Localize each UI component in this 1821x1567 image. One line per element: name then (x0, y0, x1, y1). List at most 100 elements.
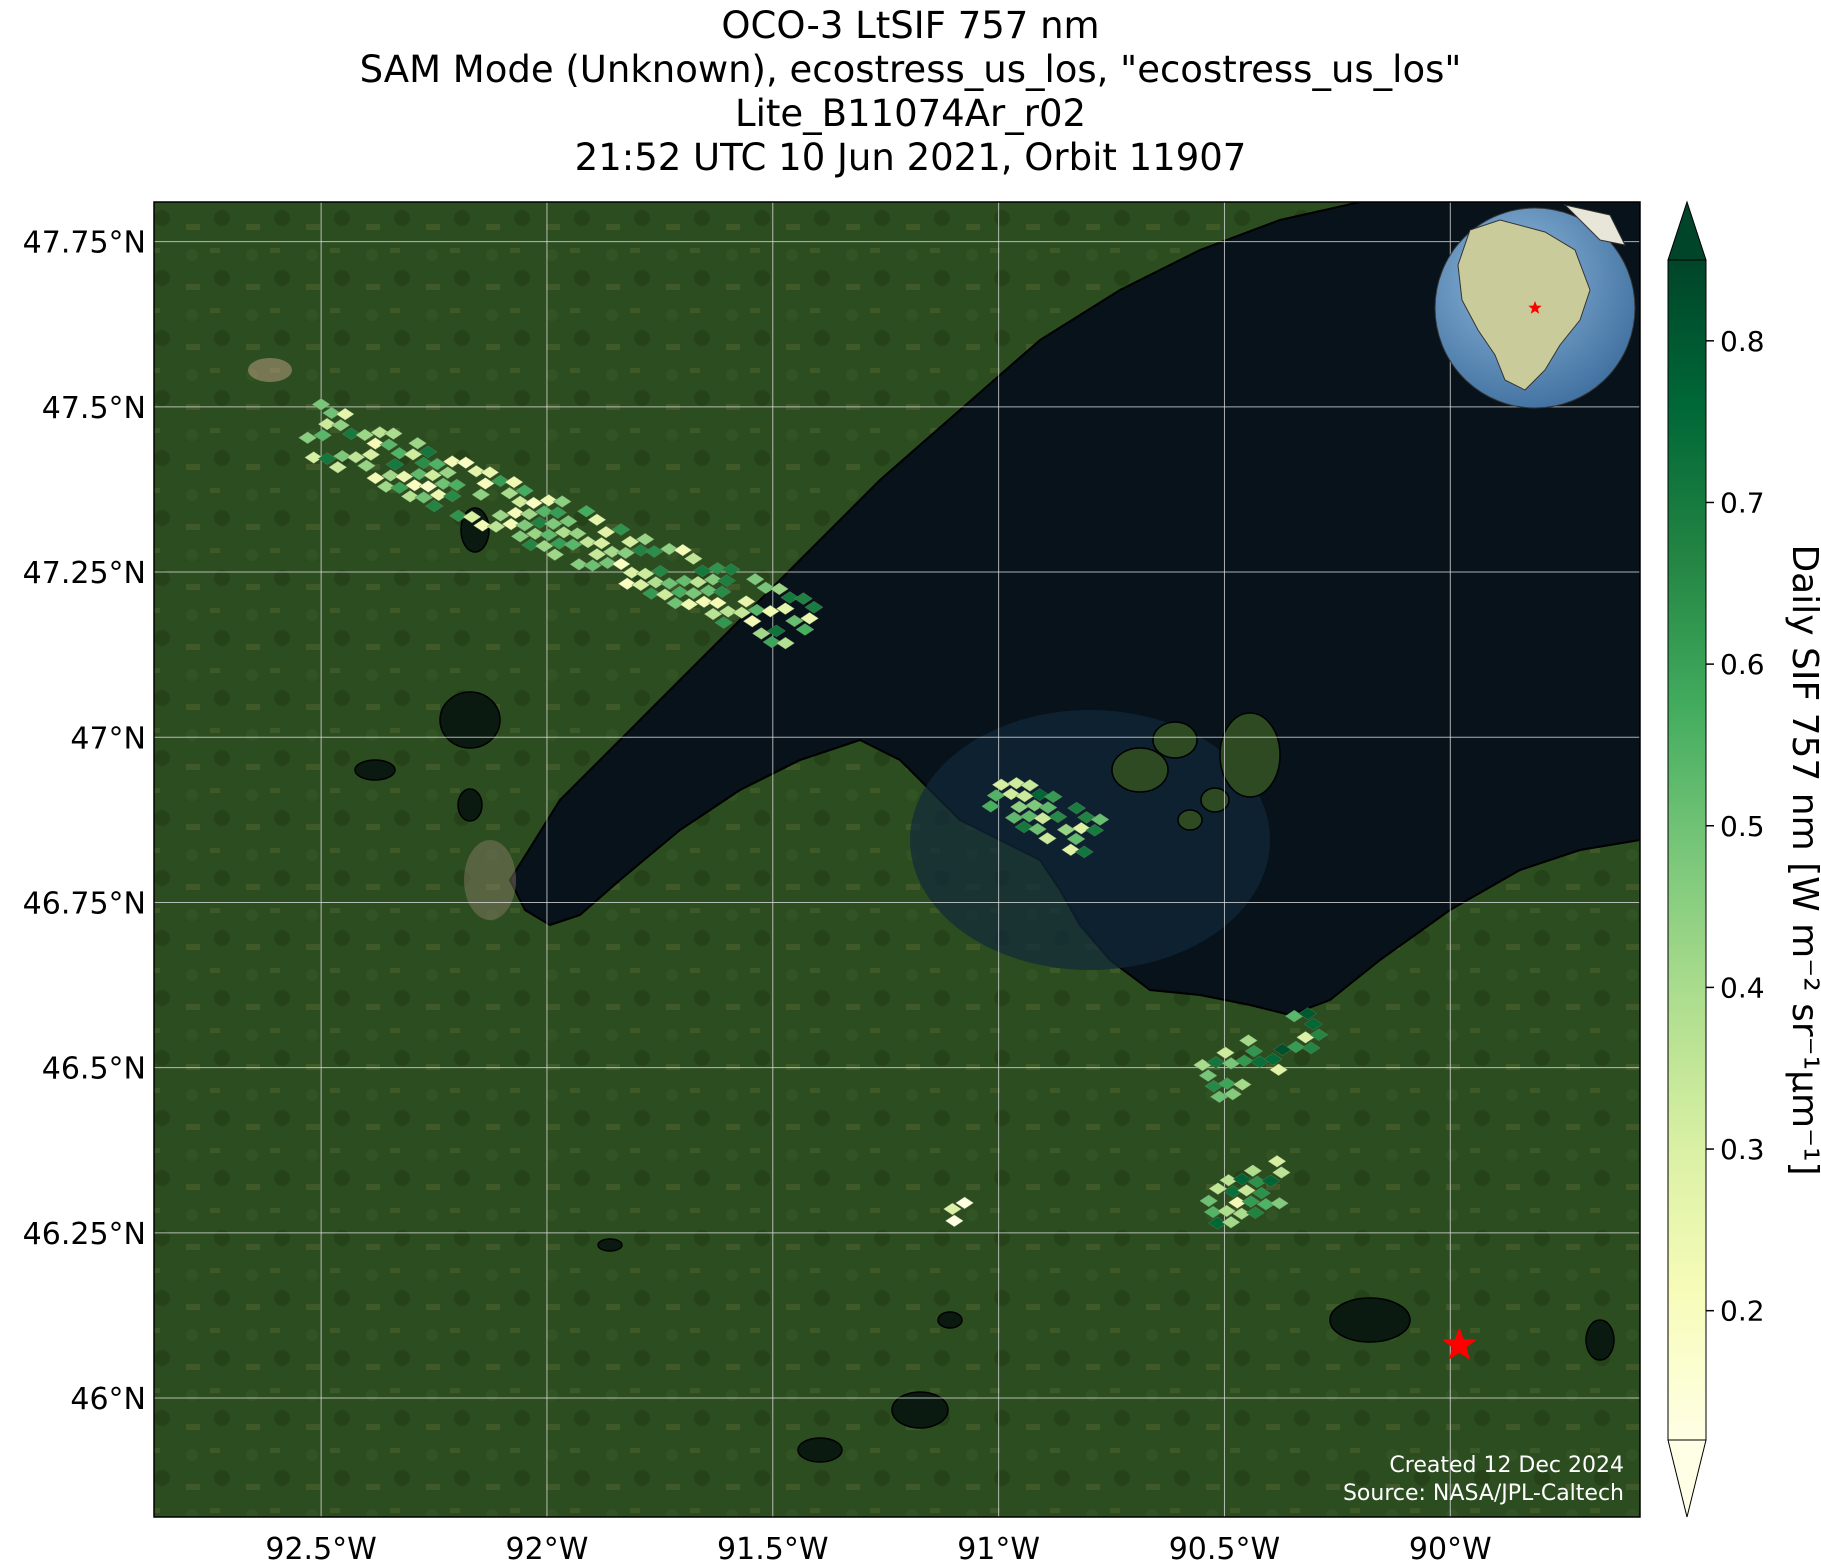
sif-sounding (631, 578, 651, 592)
inland-lake (1585, 1319, 1615, 1361)
colorbar-tick-label: 0.3 (1720, 1133, 1765, 1166)
sif-sounding (955, 1196, 974, 1210)
sif-sounding (510, 530, 530, 543)
sif-sounding (1043, 790, 1063, 803)
sif-sounding (486, 520, 506, 533)
sif-sounding (679, 598, 699, 611)
inland-lake (891, 1391, 949, 1429)
lon-tick-label: 90.5°W (1169, 1532, 1280, 1567)
island (1177, 809, 1203, 831)
sif-sounding (394, 470, 414, 483)
sif-sounding (794, 592, 813, 605)
lon-tick-label: 92°W (506, 1532, 589, 1567)
sif-sounding (611, 523, 631, 536)
colorbar-tick-label: 0.4 (1720, 971, 1765, 1004)
colorbar-tick-label: 0.6 (1720, 648, 1765, 681)
sif-sounding (1269, 1063, 1288, 1077)
duluth-urban-area (464, 840, 516, 920)
sif-sounding (335, 407, 355, 421)
credit-created: Created 12 Dec 2024 (1389, 1453, 1624, 1478)
sif-sounding (583, 559, 602, 572)
sif-sounding (328, 460, 348, 474)
sif-sounding (708, 596, 727, 610)
sif-sounding (760, 604, 780, 618)
sif-sounding (476, 477, 495, 490)
sif-sounding (1198, 1069, 1218, 1082)
sif-sounding (1298, 1007, 1317, 1020)
lat-tick-label: 47.75°N (23, 226, 146, 261)
sif-sounding (1020, 779, 1040, 792)
sif-sounding (943, 1202, 962, 1216)
sif-sounding (1038, 801, 1058, 814)
sif-sounding (545, 548, 565, 561)
colorbar-ticks: 0.2 0.3 0.4 0.5 0.6 0.7 0.8 (1706, 325, 1765, 1328)
sif-sounding (712, 585, 732, 599)
sif-sounding (1263, 1052, 1283, 1066)
title-line-4: 21:52 UTC 10 Jun 2021, Orbit 11907 (574, 136, 1247, 179)
gridlines (154, 202, 1640, 1517)
sif-sounding (456, 456, 476, 469)
sif-sounding (1216, 1046, 1235, 1060)
sif-sounding (480, 466, 500, 479)
inland-lake (597, 1238, 623, 1252)
lon-tick-label: 92.5°W (265, 1532, 376, 1567)
sif-sounding (1199, 1194, 1219, 1208)
lake-superior (508, 202, 1640, 1017)
sif-sounding (515, 518, 535, 532)
mine-area (248, 358, 292, 382)
sif-sounding (390, 481, 409, 495)
latitude-ticks: 47.75°N 47.5°N 47.25°N 47°N 46.75°N 46.5°N 46.… (23, 226, 146, 1417)
sif-sounding (1038, 832, 1057, 845)
sif-sounding (703, 607, 723, 621)
sif-sounding (438, 466, 458, 479)
title-block: OCO-3 LtSIF 757 nm SAM Mode (Unknown), e… (0, 4, 1821, 180)
sif-sounding (752, 627, 771, 640)
sif-sounding (576, 504, 596, 518)
sif-sounding (539, 528, 559, 542)
sif-sounding (548, 506, 568, 519)
sif-sounding (1303, 1017, 1323, 1031)
sif-sounding (519, 507, 539, 521)
sif-sounding (414, 491, 434, 504)
sif-sounding (500, 486, 519, 500)
title-line-3: Lite_B11074Ar_r02 (734, 92, 1087, 135)
chequamegon-bay (910, 710, 1270, 970)
sif-sounding (644, 545, 664, 558)
sif-sounding (331, 419, 351, 432)
sif-sounding (379, 438, 399, 451)
sif-sounding (769, 582, 789, 596)
sif-sounding (800, 612, 819, 625)
sif-sounding (552, 495, 572, 508)
sif-sounding (447, 478, 467, 492)
title-line-1: OCO-3 LtSIF 757 nm (721, 4, 1100, 47)
sif-sounding (1309, 1028, 1329, 1041)
lat-tick-label: 47°N (70, 721, 146, 756)
sif-sounding (543, 517, 563, 531)
lat-tick-label: 46°N (70, 1382, 146, 1417)
inland-lake (1329, 1297, 1411, 1343)
sif-sounding (944, 1214, 964, 1228)
sif-sounding (1048, 810, 1068, 824)
sif-sounding (1301, 1041, 1321, 1055)
sif-sounding (1223, 1087, 1243, 1101)
sif-sounding (1217, 1204, 1237, 1218)
sif-sounding (587, 513, 607, 527)
sif-sounding (313, 428, 333, 442)
colorbar-label: Daily SIF 757 nm [W m⁻² sr⁻¹μm⁻¹] (1784, 544, 1821, 1175)
sif-sounding (721, 563, 741, 576)
island (1200, 787, 1230, 813)
colorbar-extend-min (1667, 1439, 1707, 1518)
sif-sounding (611, 557, 631, 571)
lat-tick-label: 46.5°N (42, 1052, 146, 1087)
sif-sounding (1090, 813, 1110, 826)
colorbar-tick-label: 0.5 (1720, 810, 1765, 843)
sif-sounding (346, 450, 366, 464)
sif-sounding (745, 572, 765, 586)
sif-sounding (660, 577, 679, 590)
sif-sounding (717, 574, 736, 587)
colorbar-tick-label: 0.7 (1720, 486, 1765, 519)
sif-sounding (650, 564, 670, 578)
lon-tick-label: 90°W (1409, 1532, 1492, 1567)
inset-globe (1434, 204, 1636, 409)
sif-sounding (384, 427, 403, 440)
